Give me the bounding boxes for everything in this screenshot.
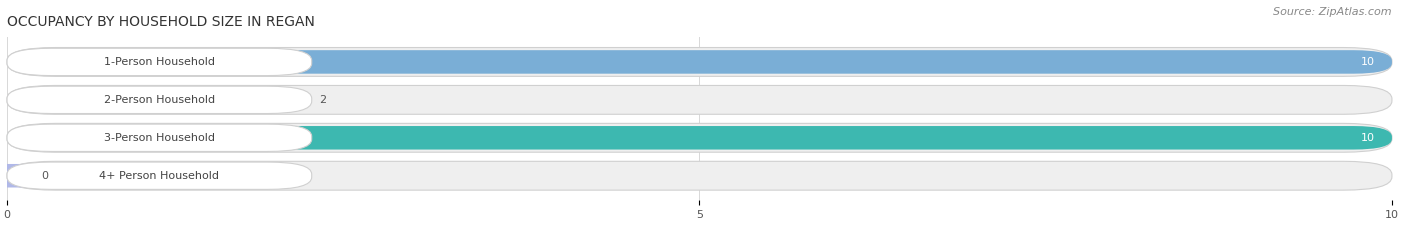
FancyBboxPatch shape (7, 48, 312, 75)
Text: OCCUPANCY BY HOUSEHOLD SIZE IN REGAN: OCCUPANCY BY HOUSEHOLD SIZE IN REGAN (7, 15, 315, 29)
Text: 2: 2 (319, 95, 326, 105)
FancyBboxPatch shape (7, 86, 1392, 114)
Text: 2-Person Household: 2-Person Household (104, 95, 215, 105)
Text: 3-Person Household: 3-Person Household (104, 133, 215, 143)
FancyBboxPatch shape (7, 123, 1392, 152)
Text: 0: 0 (42, 171, 49, 181)
FancyBboxPatch shape (7, 161, 1392, 190)
Text: 1-Person Household: 1-Person Household (104, 57, 215, 67)
FancyBboxPatch shape (7, 162, 312, 189)
FancyBboxPatch shape (7, 86, 312, 113)
Text: 10: 10 (1361, 133, 1375, 143)
Text: Source: ZipAtlas.com: Source: ZipAtlas.com (1274, 7, 1392, 17)
Text: 10: 10 (1361, 57, 1375, 67)
FancyBboxPatch shape (7, 88, 284, 112)
FancyBboxPatch shape (7, 126, 1392, 150)
FancyBboxPatch shape (7, 124, 312, 151)
FancyBboxPatch shape (0, 164, 46, 188)
Text: 4+ Person Household: 4+ Person Household (100, 171, 219, 181)
FancyBboxPatch shape (7, 48, 1392, 76)
FancyBboxPatch shape (7, 50, 1392, 74)
